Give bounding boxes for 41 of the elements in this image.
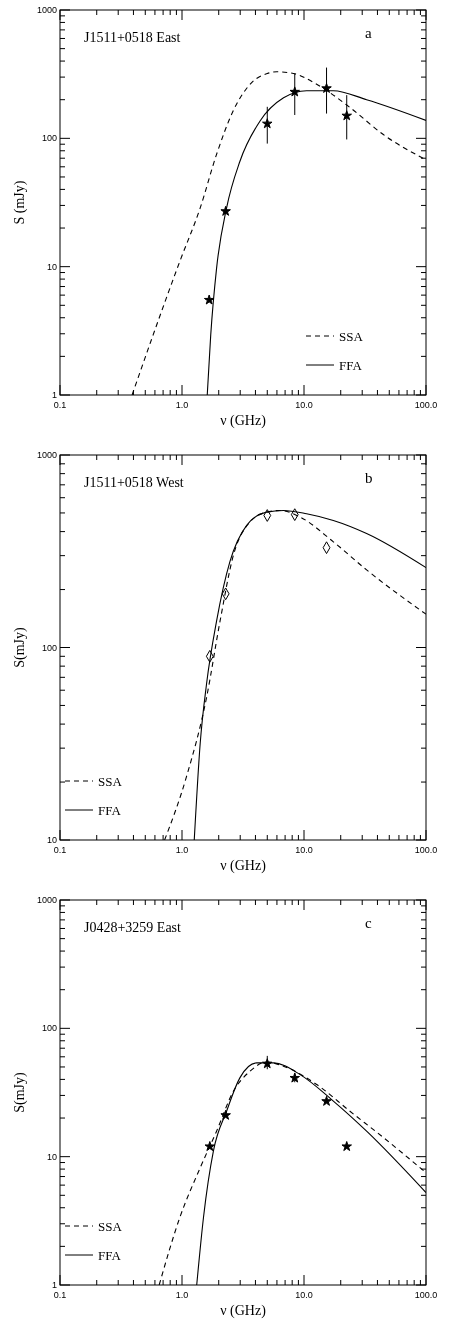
y-tick-label: 1: [51, 390, 57, 400]
y-axis-title: S(mJy): [12, 626, 28, 668]
x-tick-label: 1.0: [175, 1290, 189, 1300]
annotation: a: [365, 25, 372, 41]
y-tick-label: 100: [41, 1023, 57, 1034]
y-axis-title: S (mJy): [12, 180, 28, 225]
text: J1511+0518 East: [84, 30, 181, 45]
x-tick-label: 100.0: [414, 845, 438, 855]
legend-label: SSA: [98, 774, 123, 789]
annotation: b: [365, 470, 373, 486]
legend-label: FFA: [98, 803, 122, 818]
annotation: c: [365, 915, 372, 931]
text: J0428+3259 East: [84, 920, 182, 935]
x-tick-label: 100.0: [414, 400, 438, 410]
y-tick-label: 1000: [36, 895, 57, 905]
x-axis-title: ν (GHz): [220, 1303, 267, 1319]
legend-label: FFA: [98, 1248, 122, 1263]
x-tick-label: 10.0: [295, 400, 313, 410]
legend-label: SSA: [98, 1219, 123, 1234]
y-tick-label: 100: [41, 642, 57, 653]
x-tick-label: 0.1: [53, 1290, 67, 1300]
x-tick-label: 10.0: [295, 1290, 313, 1300]
x-tick-label: 10.0: [295, 845, 313, 855]
y-tick-label: 10: [46, 1151, 57, 1162]
x-axis-title: ν (GHz): [220, 858, 267, 874]
x-tick-label: 1.0: [175, 400, 189, 410]
x-tick-label: 0.1: [53, 400, 67, 410]
x-tick-label: 0.1: [53, 845, 67, 855]
legend-label: SSA: [339, 329, 364, 344]
y-tick-label: 10: [46, 261, 57, 272]
y-tick-label: 1000: [36, 5, 57, 15]
y-tick-label: 1: [51, 1280, 57, 1290]
x-tick-label: 1.0: [175, 845, 189, 855]
legend-label: FFA: [339, 358, 363, 373]
y-tick-label: 1000: [36, 450, 57, 460]
x-tick-label: 100.0: [414, 1290, 438, 1300]
y-tick-label: 100: [41, 133, 57, 144]
y-axis-title: S(mJy): [12, 1071, 28, 1113]
text: J1511+0518 West: [84, 475, 184, 490]
y-tick-label: 10: [46, 835, 57, 845]
x-axis-title: ν (GHz): [220, 413, 267, 429]
